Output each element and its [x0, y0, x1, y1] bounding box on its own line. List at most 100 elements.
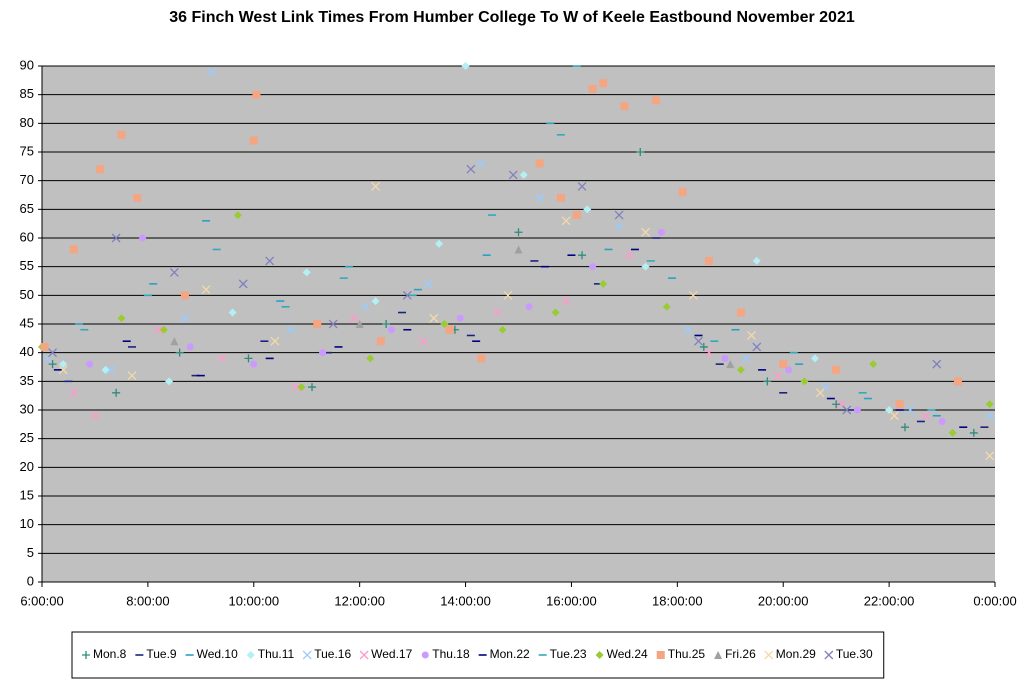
marker	[832, 365, 841, 374]
x-tick-label: 16:00:00	[546, 593, 597, 608]
marker	[186, 343, 194, 351]
marker	[359, 650, 369, 660]
y-tick-label: 70	[20, 172, 34, 187]
marker	[694, 336, 703, 346]
marker	[535, 193, 545, 203]
marker	[117, 130, 126, 139]
legend-label: Thu.25	[668, 647, 706, 661]
marker	[953, 377, 962, 386]
marker	[985, 400, 994, 409]
marker	[625, 250, 635, 260]
series	[69, 250, 931, 421]
marker	[525, 303, 533, 311]
marker	[614, 210, 624, 220]
marker	[246, 651, 255, 659]
marker	[48, 360, 57, 369]
marker	[96, 165, 105, 174]
marker	[561, 216, 571, 226]
series	[86, 228, 946, 425]
marker	[551, 308, 560, 317]
marker	[583, 205, 592, 214]
marker	[589, 263, 597, 271]
marker	[535, 159, 544, 168]
y-tick-label: 65	[20, 201, 34, 216]
x-tick-label: 8:00:00	[126, 593, 169, 608]
marker	[678, 188, 687, 197]
marker	[355, 320, 364, 328]
marker	[726, 360, 735, 369]
marker	[90, 411, 100, 421]
marker	[445, 325, 454, 334]
marker	[705, 256, 714, 265]
marker	[577, 181, 587, 191]
marker	[662, 302, 671, 311]
marker	[704, 348, 714, 358]
legend-label: Tue.30	[836, 647, 873, 661]
marker	[159, 325, 168, 334]
marker	[514, 245, 523, 254]
marker	[620, 102, 629, 111]
marker	[764, 650, 774, 660]
marker	[165, 377, 174, 386]
y-tick-label: 55	[20, 258, 34, 273]
series	[40, 79, 962, 409]
marker	[938, 417, 946, 425]
x-tick-label: 14:00:00	[440, 593, 491, 608]
y-tick-label: 15	[20, 487, 34, 502]
marker	[308, 383, 317, 392]
marker	[101, 365, 110, 374]
legend-label: Thu.18	[432, 647, 470, 661]
marker	[82, 651, 90, 659]
marker	[599, 279, 608, 288]
legend-box	[71, 631, 885, 679]
series	[48, 164, 942, 415]
marker	[832, 400, 841, 409]
marker	[40, 342, 49, 351]
marker	[360, 302, 370, 312]
marker	[371, 297, 380, 306]
marker	[779, 360, 788, 369]
marker	[112, 388, 121, 397]
marker	[180, 313, 190, 323]
marker	[86, 360, 94, 368]
y-tick-label: 35	[20, 373, 34, 388]
marker	[810, 354, 819, 363]
marker	[683, 325, 693, 335]
marker	[217, 353, 227, 363]
marker	[815, 388, 825, 398]
marker	[402, 290, 412, 300]
marker	[466, 164, 476, 174]
marker	[614, 222, 624, 231]
marker	[349, 313, 359, 323]
marker	[699, 342, 708, 351]
marker	[328, 319, 338, 329]
marker	[477, 354, 486, 363]
marker	[503, 290, 513, 300]
y-tick-label: 20	[20, 459, 34, 474]
marker	[252, 90, 261, 99]
legend-label: Wed.10	[197, 647, 238, 661]
marker	[302, 268, 311, 277]
marker	[228, 308, 237, 317]
marker	[985, 451, 995, 461]
series	[42, 67, 995, 421]
marker	[492, 308, 502, 317]
marker	[233, 211, 242, 220]
series	[53, 248, 968, 428]
marker	[313, 320, 322, 328]
marker	[969, 428, 978, 437]
marker	[201, 285, 211, 295]
marker	[948, 428, 957, 437]
legend-label: Wed.17	[371, 647, 412, 661]
marker	[498, 325, 507, 334]
y-tick-label: 40	[20, 344, 34, 359]
marker	[435, 239, 444, 248]
marker	[169, 267, 179, 277]
marker	[773, 371, 783, 381]
marker	[572, 211, 581, 220]
legend-label: Tue.16	[314, 647, 351, 661]
y-tick-label: 75	[20, 143, 34, 158]
y-tick-label: 5	[27, 545, 34, 560]
marker	[519, 170, 528, 179]
marker	[921, 411, 931, 421]
